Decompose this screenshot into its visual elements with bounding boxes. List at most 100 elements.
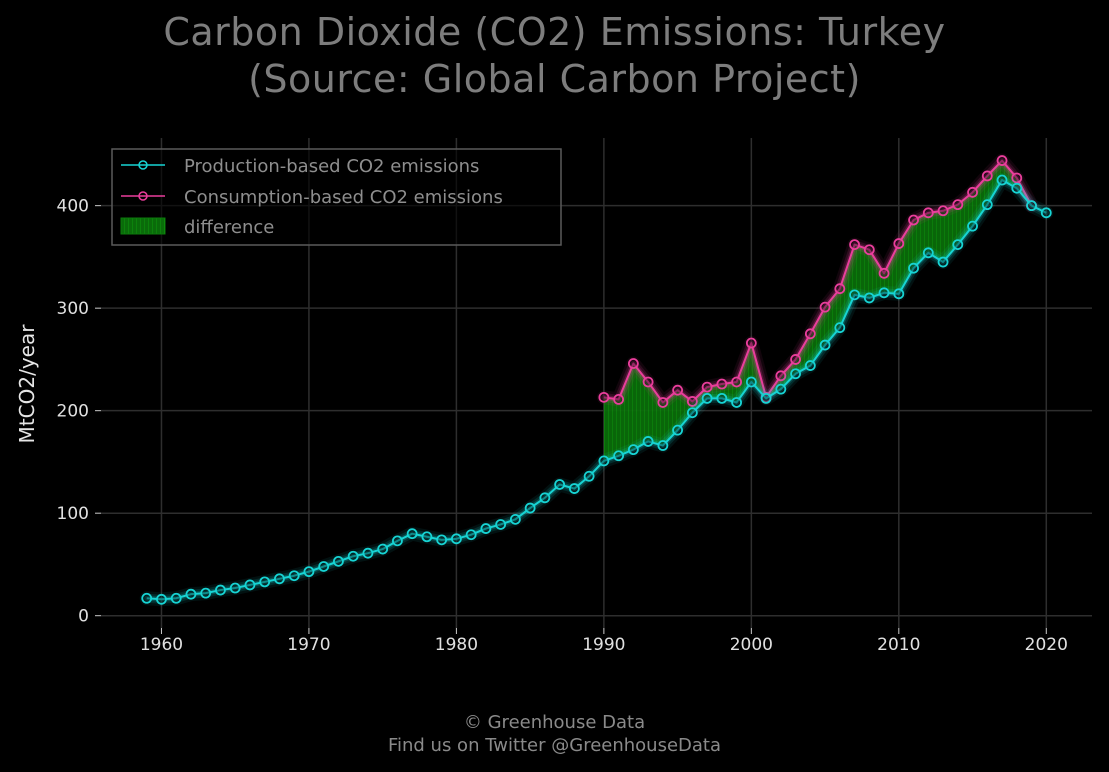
consumption-point (686, 396, 698, 407)
production-point (583, 470, 595, 482)
y-tick-label: 200 (57, 402, 89, 422)
consumption-point (893, 238, 905, 249)
y-axis-label: MtCO2/year (15, 324, 39, 444)
legend-production-label: Production-based CO2 emissions (184, 156, 479, 177)
production-point (495, 519, 507, 530)
production-point (981, 199, 993, 211)
axes: 1960 1970 1980 1990 2000 2010 2020 0 100 200 300 40… (57, 197, 1068, 655)
production-point (804, 360, 816, 371)
production-point (554, 479, 566, 490)
legend: Production-based CO2 emissions Consumpti… (111, 148, 562, 246)
production-point (1026, 200, 1037, 212)
production-point (598, 455, 610, 467)
production-point (967, 220, 978, 232)
production-point (362, 547, 374, 559)
production-point (922, 247, 934, 259)
x-tick-label: 1980 (435, 635, 478, 655)
series-lines (139, 153, 1054, 607)
legend-consumption-label: Consumption-based CO2 emissions (184, 187, 503, 208)
production-point (244, 579, 256, 591)
consumption-line (603, 159, 1033, 404)
production-point (937, 256, 949, 268)
production-point (451, 533, 462, 545)
consumption-point (878, 267, 890, 279)
x-tick-label: 2020 (1025, 635, 1068, 655)
production-point (686, 407, 698, 419)
production-point (480, 523, 492, 534)
x-tick-label: 1990 (582, 635, 625, 655)
production-point (421, 531, 433, 543)
x-tick-label: 1970 (287, 635, 330, 655)
production-point (775, 383, 787, 395)
y-tick-label: 300 (57, 299, 89, 319)
consumption-point (642, 376, 654, 388)
production-point (790, 368, 801, 380)
consumption-point (1011, 172, 1023, 184)
consumption-point (804, 328, 816, 340)
legend-consumption-marker (138, 191, 148, 201)
production-point (952, 239, 964, 251)
production-point (1040, 207, 1052, 219)
consumption-point (981, 170, 993, 182)
production-point (908, 262, 919, 274)
production-point (229, 582, 241, 594)
production-point (141, 592, 153, 604)
consumption-point (790, 354, 801, 365)
legend-difference-swatch (120, 217, 166, 235)
production-point (878, 287, 890, 299)
production-point (156, 593, 167, 605)
grid (101, 138, 1092, 628)
production-line (146, 179, 1047, 601)
production-point (347, 550, 359, 562)
production-point (849, 289, 860, 301)
consumption-point (775, 370, 787, 382)
production-point (760, 392, 772, 404)
production-point (436, 534, 448, 546)
consumption-point (922, 207, 934, 219)
production-point (731, 397, 742, 408)
production-point (863, 292, 875, 304)
legend-production-marker (138, 160, 148, 170)
production-point (642, 436, 654, 447)
consumption-point (952, 199, 964, 211)
consumption-point (716, 378, 728, 390)
x-tick-label: 2010 (877, 635, 920, 655)
production-point (333, 555, 344, 567)
y-tick-label: 400 (57, 197, 89, 217)
consumption-point (819, 301, 831, 313)
consumption-point (657, 397, 669, 408)
production-point (392, 535, 403, 547)
chart-title: Carbon Dioxide (CO2) Emissions: Turkey (163, 10, 946, 54)
x-tick-label: 1960 (140, 635, 183, 655)
footer-twitter: Find us on Twitter @GreenhouseData (387, 735, 722, 756)
production-point (893, 288, 905, 300)
production-point (627, 444, 639, 456)
production-point (613, 450, 625, 462)
production-point (185, 588, 197, 600)
consumption-point (598, 391, 610, 403)
production-point (274, 573, 285, 585)
consumption-point (996, 155, 1008, 166)
production-point (377, 543, 389, 555)
consumption-point (745, 337, 757, 349)
consumption-point (627, 358, 639, 369)
consumption-point (863, 244, 875, 256)
consumption-point (908, 214, 919, 226)
production-point (672, 424, 684, 436)
consumption-point (613, 394, 625, 405)
production-point (215, 584, 226, 596)
production-point (318, 561, 330, 572)
production-point (1011, 182, 1023, 194)
production-point (509, 513, 521, 525)
consumption-point (834, 283, 846, 295)
production-point (524, 502, 536, 514)
legend-frame (111, 148, 562, 246)
consumption-point (731, 376, 742, 388)
consumption-point (701, 381, 713, 393)
production-point (819, 339, 831, 351)
consumption-point (967, 186, 978, 198)
production-point (170, 592, 182, 604)
production-point (465, 529, 477, 541)
consumption-point (937, 205, 949, 217)
